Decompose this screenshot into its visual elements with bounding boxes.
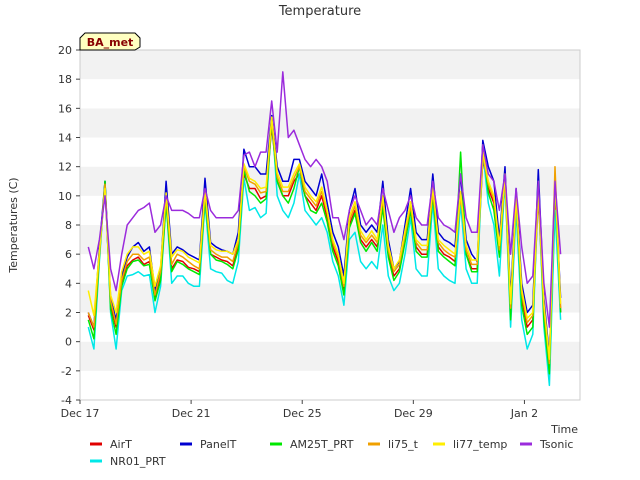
grid-band: [80, 137, 580, 167]
grid-band: [80, 79, 580, 109]
x-tick-label: Dec 21: [172, 407, 211, 420]
legend: AirT NR01_PRT PanelT AM25T_PRT li75_t li77_te…: [90, 438, 573, 468]
grid-band: [80, 50, 580, 80]
annotation-box-shape: [79, 32, 141, 51]
legend-label-airt: AirT: [110, 438, 132, 451]
y-tick-label: 4: [65, 277, 72, 290]
grid-band: [80, 312, 580, 342]
y-tick-label: 16: [58, 102, 72, 115]
annotation-box: BA_met: [79, 32, 141, 51]
y-tick-label: 10: [58, 190, 72, 203]
x-tick-label: Dec 29: [394, 407, 433, 420]
x-tick-label: Dec 17: [61, 407, 100, 420]
x-tick-label: Jan 2: [510, 407, 538, 420]
legend-label-li77-temp: li77_temp: [453, 438, 507, 451]
series-lines: [87, 71, 562, 387]
x-tick-label: Dec 25: [283, 407, 322, 420]
legend-label-am25t-prt: AM25T_PRT: [290, 438, 354, 451]
grid-band: [80, 283, 580, 313]
y-tick-label: 8: [65, 219, 72, 232]
grid-band: [80, 370, 580, 400]
grid-band: [80, 166, 580, 196]
y-axis-label: Temperatures (C): [7, 177, 20, 273]
series-line-tsonic: [87, 71, 562, 328]
y-tick-label: 12: [58, 161, 72, 174]
y-tick-label: 20: [58, 44, 72, 57]
y-tick-label: 2: [65, 307, 72, 320]
grid-band: [80, 254, 580, 284]
legend-label-nr01-prt: NR01_PRT: [110, 455, 166, 468]
y-tick-label: -2: [61, 365, 72, 378]
x-axis-label: Time: [550, 423, 578, 436]
y-tick-label: 0: [65, 336, 72, 349]
chart-title: Temperature: [278, 4, 361, 19]
y-tick-label: 18: [58, 73, 72, 86]
legend-label-panelt: PanelT: [200, 438, 237, 451]
y-tick-label: 14: [58, 132, 72, 145]
legend-label-tsonic: Tsonic: [539, 438, 573, 451]
x-axis: Dec 17 Dec 21 Dec 25 Dec 29 Jan 2: [61, 400, 538, 420]
y-tick-label: 6: [65, 248, 72, 261]
grid-band: [80, 108, 580, 138]
legend-label-li75-t: li75_t: [388, 438, 419, 451]
y-axis: -4 -2 0 2 4 6 8 10 12 14 16 18 20: [58, 44, 80, 407]
annotation-label: BA_met: [87, 36, 134, 49]
y-tick-label: -4: [61, 394, 72, 407]
grid-band: [80, 341, 580, 371]
